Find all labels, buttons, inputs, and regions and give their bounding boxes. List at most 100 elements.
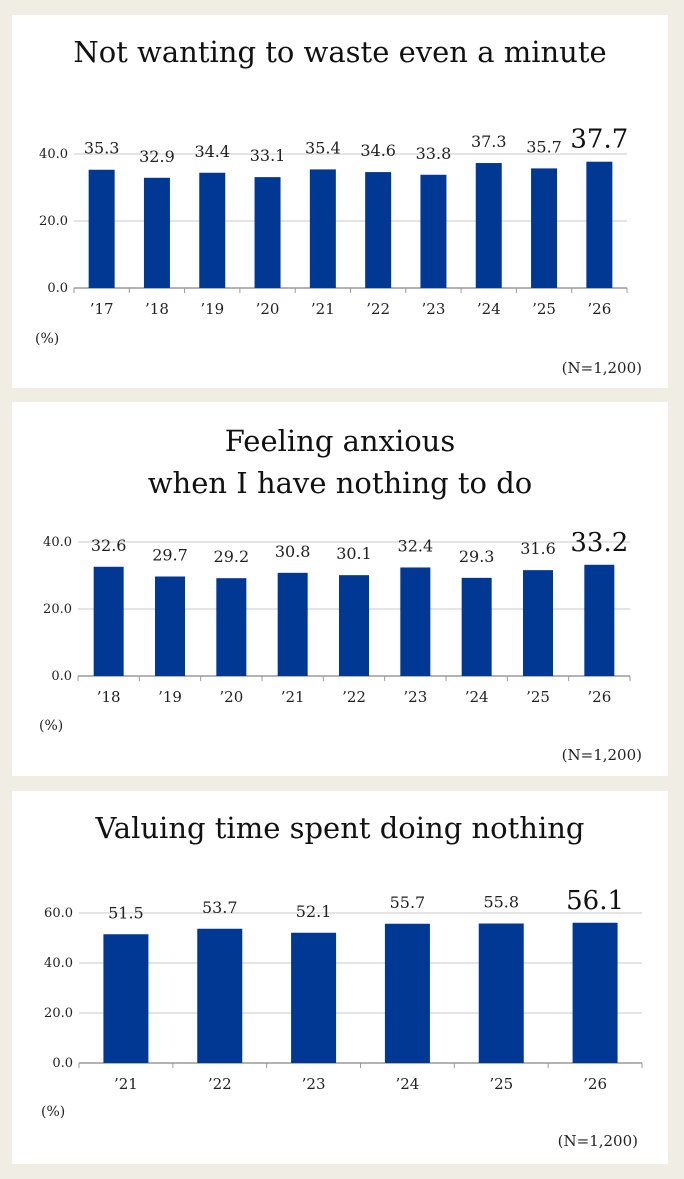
bar [199,172,226,288]
chart-title: Not wanting to waste even a minute [12,31,668,73]
y-tick-label: 20.0 [43,602,72,617]
data-label: 56.1 [566,886,624,916]
x-tick-label: ’23 [403,688,427,706]
bar [291,932,337,1063]
x-tick-label: ’26 [587,300,611,318]
y-tick-label: 0.0 [52,1056,73,1071]
bar [584,564,615,676]
bar [586,161,613,288]
bar [531,168,558,288]
data-label: 32.4 [398,536,434,555]
data-label: 52.1 [296,902,332,921]
data-label: 32.9 [139,147,175,166]
x-tick-label: ’21 [311,300,335,318]
data-label: 53.7 [202,898,238,917]
y-tick-label: 60.0 [44,906,73,921]
bar [254,177,281,288]
x-tick-label: ’20 [219,688,243,706]
bar [365,172,392,288]
x-tick-label: ’24 [465,688,489,706]
chart-title-line: when I have nothing to do [147,466,533,500]
chart-title-line: Feeling anxious [224,424,456,458]
chart-title: Valuing time spent doing nothing [12,807,668,849]
y-tick-label: 20.0 [39,214,68,229]
data-label: 32.6 [91,536,127,555]
x-tick-label: ’24 [477,300,501,318]
data-label: 29.7 [152,546,188,565]
bar [420,174,447,288]
x-tick-label: ’23 [422,300,446,318]
bar [197,928,243,1063]
bar [103,934,149,1063]
x-tick-label: ’23 [302,1075,326,1093]
bar [475,163,502,288]
x-tick-label: ’21 [281,688,305,706]
chart-panel-minute: Not wanting to waste even a minute 0.0 20… [12,15,668,388]
x-tick-label: ’24 [395,1075,419,1093]
y-tick-label: 0.0 [51,669,72,684]
x-tick-label: ’19 [158,688,182,706]
bar [478,923,524,1063]
data-label: 34.6 [360,141,396,160]
y-tick-label: 40.0 [39,147,68,162]
data-label: 30.8 [275,542,311,561]
sample-size-note: (N=1,200) [561,746,642,764]
x-tick-label: ’18 [145,300,169,318]
bar-chart-anxious: 0.0 20.0 40.0 32.6 ’18 29.7 ’19 29.2 ’20 30.8 ’21 3… [43,528,631,706]
data-label: 35.4 [305,138,341,157]
data-label: 34.4 [194,142,230,161]
x-tick-label: ’22 [366,300,390,318]
x-tick-label: ’18 [97,688,121,706]
bar-chart-nothing: 0.0 20.0 40.0 60.0 51.5 ’21 53.7 ’22 52.1 ’23 55.7… [44,886,643,1093]
x-tick-label: ’19 [200,300,224,318]
data-label: 37.3 [471,132,507,151]
y-tick-label: 20.0 [44,1006,73,1021]
bar [400,567,431,676]
y-tick-label: 0.0 [47,281,68,296]
data-label: 29.2 [214,547,250,566]
x-tick-label: ’25 [532,300,556,318]
x-tick-label: ’21 [114,1075,138,1093]
data-label: 33.2 [570,528,628,558]
bar [309,169,336,288]
y-tick-label: 40.0 [44,956,73,971]
data-label: 55.8 [483,893,519,912]
bar [93,566,124,676]
unit-label: (%) [41,1104,66,1120]
unit-label: (%) [35,331,60,347]
bar [339,575,369,676]
chart-title-line: Valuing time spent doing nothing [95,811,585,845]
sample-size-note: (N=1,200) [561,359,642,377]
x-tick-label: ’26 [583,1075,607,1093]
data-label: 51.5 [108,903,144,922]
chart-panel-nothing: Valuing time spent doing nothing 0.0 20.0… [12,791,668,1164]
data-label: 55.7 [390,893,426,912]
x-tick-label: ’25 [526,688,550,706]
x-tick-label: ’22 [342,688,366,706]
x-tick-label: ’20 [256,300,280,318]
bar-chart-minute: 0.0 20.0 40.0 35.3 ’17 32.9 ’18 34.4 ’19 33.1 ’20 3… [39,125,628,318]
x-tick-label: ’26 [587,688,611,706]
bar [384,923,430,1063]
bar [461,577,492,676]
data-label: 35.3 [84,139,120,158]
bar [155,576,185,676]
unit-label: (%) [39,718,64,734]
sample-size-note: (N=1,200) [557,1132,638,1150]
bar [277,572,308,676]
x-tick-label: ’17 [90,300,114,318]
bar [523,570,553,676]
bar [216,578,247,676]
chart-title-line: Not wanting to waste even a minute [73,35,607,69]
chart-title: Feeling anxious when I have nothing to d… [12,420,668,504]
data-label: 35.7 [526,137,562,156]
bar [88,169,115,288]
chart-panel-anxious: Feeling anxious when I have nothing to d… [12,402,668,776]
x-tick-label: ’25 [489,1075,513,1093]
bar [572,922,618,1063]
y-tick-label: 40.0 [43,535,72,550]
data-label: 31.6 [520,539,556,558]
bar [143,177,170,288]
data-label: 33.1 [250,146,286,165]
data-label: 29.3 [459,547,495,566]
